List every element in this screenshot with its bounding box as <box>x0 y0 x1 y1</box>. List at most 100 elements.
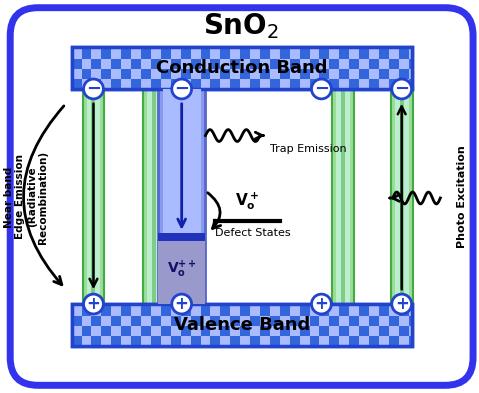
Bar <box>369 69 379 79</box>
Bar <box>111 59 121 69</box>
Bar <box>81 47 91 49</box>
Bar <box>171 306 181 316</box>
Bar <box>339 47 349 49</box>
Bar <box>158 233 205 241</box>
Bar <box>280 306 290 316</box>
Bar <box>240 316 250 326</box>
Bar <box>240 304 250 306</box>
Bar <box>72 69 81 79</box>
Bar <box>379 79 389 89</box>
Bar <box>210 79 220 89</box>
Bar <box>72 59 81 69</box>
Bar <box>389 316 399 326</box>
Bar <box>399 79 409 89</box>
Bar <box>369 336 379 346</box>
Bar <box>141 49 151 59</box>
Bar <box>409 304 411 306</box>
Bar <box>399 316 409 326</box>
Bar <box>230 326 240 336</box>
Bar <box>151 69 161 79</box>
Bar <box>230 306 240 316</box>
Bar <box>330 47 339 49</box>
Bar <box>102 316 111 326</box>
Bar <box>260 47 270 49</box>
Bar <box>91 79 102 89</box>
Bar <box>72 304 411 346</box>
Bar <box>260 49 270 59</box>
Bar <box>102 79 111 89</box>
Bar <box>141 306 151 316</box>
Text: $\mathbf{V_o^+}$: $\mathbf{V_o^+}$ <box>235 190 259 212</box>
Bar <box>81 79 91 89</box>
Bar <box>319 306 330 316</box>
Bar <box>379 47 389 49</box>
Bar <box>330 336 339 346</box>
Bar <box>72 79 81 89</box>
Bar <box>87 89 101 304</box>
Bar <box>270 79 280 89</box>
Bar <box>158 241 205 304</box>
Bar <box>409 336 411 346</box>
Bar <box>151 316 161 326</box>
Bar <box>240 69 250 79</box>
Bar <box>181 59 191 69</box>
Bar <box>250 59 260 69</box>
Bar <box>319 69 330 79</box>
Text: SnO$_2$: SnO$_2$ <box>203 12 279 41</box>
Bar <box>240 79 250 89</box>
Bar <box>389 306 399 316</box>
Bar <box>210 316 220 326</box>
Bar <box>349 306 359 316</box>
Bar <box>290 316 299 326</box>
Bar <box>389 59 399 69</box>
Bar <box>290 326 299 336</box>
Bar <box>330 304 339 306</box>
Bar <box>161 336 171 346</box>
Bar <box>91 336 102 346</box>
Bar <box>290 59 299 69</box>
Bar <box>191 59 201 69</box>
Bar <box>220 59 230 69</box>
Bar <box>270 304 280 306</box>
Bar <box>210 69 220 79</box>
Bar <box>201 59 210 69</box>
Bar <box>131 47 141 49</box>
Bar <box>379 306 389 316</box>
Bar <box>111 304 121 306</box>
Bar <box>299 326 309 336</box>
Bar <box>349 326 359 336</box>
Bar <box>290 336 299 346</box>
Bar <box>290 47 299 49</box>
Bar <box>171 69 181 79</box>
Bar <box>359 59 369 69</box>
Bar <box>369 59 379 69</box>
Bar <box>151 59 161 69</box>
Bar <box>102 326 111 336</box>
Bar <box>290 306 299 316</box>
Bar <box>81 304 91 306</box>
Bar <box>280 69 290 79</box>
Bar <box>260 79 270 89</box>
Bar <box>210 336 220 346</box>
Bar <box>389 336 399 346</box>
Bar <box>330 326 339 336</box>
Bar <box>309 316 319 326</box>
Bar <box>171 326 181 336</box>
Bar <box>309 49 319 59</box>
Bar <box>201 326 210 336</box>
Bar <box>191 49 201 59</box>
Bar <box>171 59 181 69</box>
Bar <box>141 304 151 306</box>
Bar <box>111 316 121 326</box>
Bar <box>399 47 409 49</box>
Bar <box>81 49 91 59</box>
Bar <box>230 69 240 79</box>
Bar <box>201 49 210 59</box>
Bar <box>91 316 102 326</box>
Bar <box>299 69 309 79</box>
Bar <box>72 326 81 336</box>
Bar <box>359 326 369 336</box>
Bar <box>210 49 220 59</box>
Bar <box>111 326 121 336</box>
Bar <box>240 306 250 316</box>
